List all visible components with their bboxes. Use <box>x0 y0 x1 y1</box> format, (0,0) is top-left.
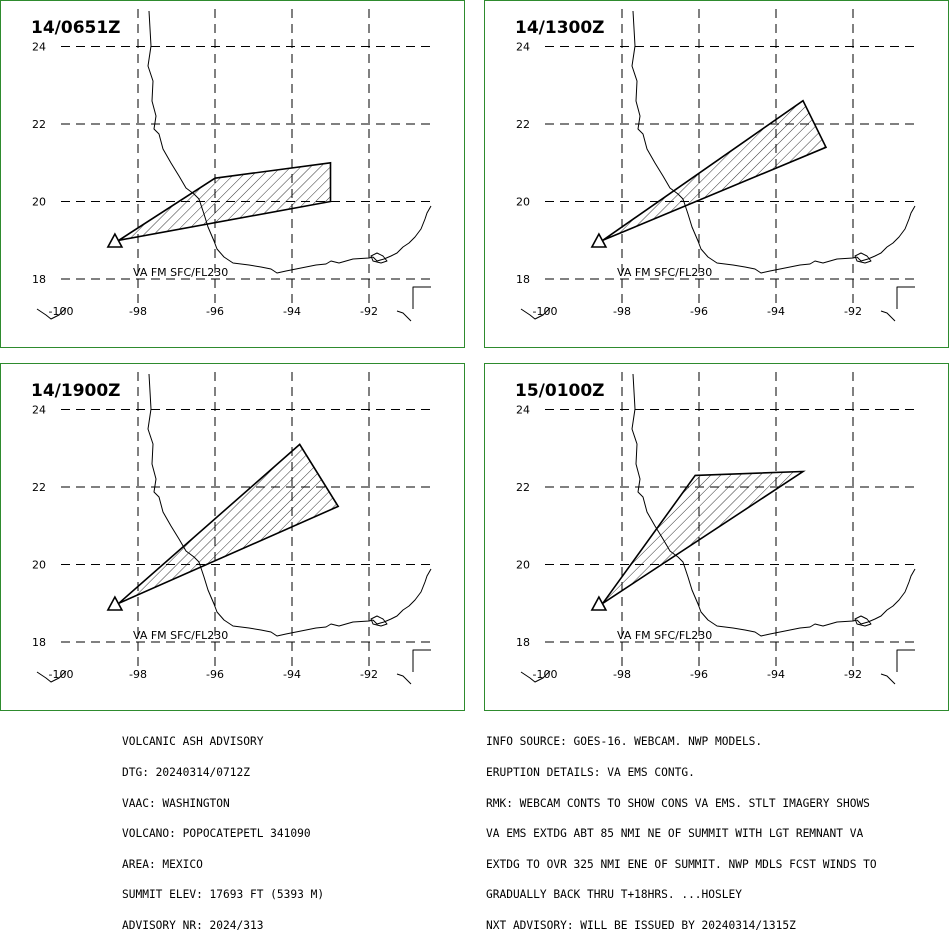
lon-tick-label: -96 <box>206 305 224 318</box>
lon-tick-label: -94 <box>767 668 785 681</box>
lat-tick-label: 20 <box>516 559 530 572</box>
map-frame-corner <box>896 649 915 672</box>
lon-tick-label: -96 <box>690 305 708 318</box>
graticule <box>545 372 917 672</box>
map-frame-corner <box>412 286 431 309</box>
lat-tick-label: 22 <box>32 481 46 494</box>
graticule <box>545 9 917 309</box>
forecast-panel-3: VA FM SFC/FL230 24 22 20 18 -100 -98 -96 -94 -92 … <box>0 363 465 711</box>
flight-level-label: VA FM SFC/FL230 <box>133 629 228 642</box>
advisory-remarks-4: GRADUALLY BACK THRU T+18HRS. ...HOSLEY <box>486 888 742 902</box>
map-1: VA FM SFC/FL230 24 22 20 18 -100 -98 -96 -94 -92 <box>32 9 433 322</box>
ash-cloud-polygon <box>118 161 332 242</box>
advisory-area: AREA: MEXICO <box>122 857 203 871</box>
lon-tick-label: -100 <box>49 305 74 318</box>
lat-tick-label: 24 <box>32 41 46 54</box>
lon-tick-label: -92 <box>360 668 378 681</box>
lat-tick-label: 20 <box>32 196 46 209</box>
flight-level-label: VA FM SFC/FL230 <box>133 266 228 279</box>
lat-tick-label: 18 <box>516 636 530 649</box>
ash-cloud-polygon <box>118 443 340 605</box>
forecast-panel-4: VA FM SFC/FL230 24 22 20 18 -100 -98 -96 -94 -92 … <box>484 363 949 711</box>
advisory-summit-elev: SUMMIT ELEV: 17693 FT (5393 M) <box>122 888 325 902</box>
lon-tick-label: -100 <box>533 668 558 681</box>
advisory-next: NXT ADVISORY: WILL BE ISSUED BY 20240314… <box>486 918 796 932</box>
lat-tick-label: 20 <box>516 196 530 209</box>
lat-tick-label: 22 <box>32 118 46 131</box>
advisory-vaac: VAAC: WASHINGTON <box>122 796 230 810</box>
lon-tick-label: -92 <box>844 305 862 318</box>
coastline <box>520 10 916 322</box>
lon-tick-label: -98 <box>129 668 147 681</box>
volcano-icon <box>106 232 124 248</box>
forecast-panel-2: VA FM SFC/FL230 24 22 20 18 -100 -98 -96 -94 -92 … <box>484 0 949 348</box>
volcano-icon <box>590 232 608 248</box>
flight-level-label: VA FM SFC/FL230 <box>617 266 712 279</box>
panel-time-label: 15/0100Z <box>515 381 605 401</box>
panel-time-label: 14/1900Z <box>31 381 121 401</box>
ash-cloud-polygon <box>602 470 806 604</box>
coastline <box>520 373 916 685</box>
map-3: VA FM SFC/FL230 24 22 20 18 -100 -98 -96 -94 -92 <box>32 372 433 685</box>
advisory-dtg: DTG: 20240314/0712Z <box>122 766 250 779</box>
coastline <box>36 10 432 322</box>
lon-tick-label: -92 <box>360 305 378 318</box>
advisory-info-source: INFO SOURCE: GOES-16. WEBCAM. NWP MODELS… <box>486 735 763 749</box>
lat-tick-label: 18 <box>516 273 530 286</box>
volcano-icon <box>590 595 608 611</box>
lat-tick-label: 24 <box>516 41 530 54</box>
lon-tick-label: -98 <box>613 668 631 681</box>
lon-tick-label: -94 <box>283 668 301 681</box>
lon-tick-label: -100 <box>533 305 558 318</box>
advisory-eruption-details: ERUPTION DETAILS: VA EMS CONTG. <box>486 766 695 779</box>
lat-tick-label: 24 <box>516 404 530 417</box>
lat-tick-label: 18 <box>32 273 46 286</box>
flight-level-label: VA FM SFC/FL230 <box>617 629 712 642</box>
advisory-remarks-2: VA EMS EXTDG ABT 85 NMI NE OF SUMMIT WIT… <box>486 827 864 841</box>
lon-tick-label: -96 <box>206 668 224 681</box>
lon-tick-label: -94 <box>767 305 785 318</box>
map-4: VA FM SFC/FL230 24 22 20 18 -100 -98 -96 -94 -92 <box>516 372 917 685</box>
panel-time-label: 14/0651Z <box>31 18 121 38</box>
ash-cloud-polygon <box>602 99 828 242</box>
panel-time-label: 14/1300Z <box>515 18 605 38</box>
advisory-volcano: VOLCANO: POPOCATEPETL 341090 <box>122 827 311 841</box>
lat-tick-label: 24 <box>32 404 46 417</box>
advisory-title: VOLCANIC ASH ADVISORY <box>122 735 264 749</box>
lat-tick-label: 18 <box>32 636 46 649</box>
graticule <box>61 9 433 309</box>
map-2: VA FM SFC/FL230 24 22 20 18 -100 -98 -96 -94 -92 <box>516 9 917 322</box>
advisory-header-block: VOLCANIC ASH ADVISORY DTG: 20240314/0712… <box>122 717 324 941</box>
forecast-panel-1: VA FM SFC/FL230 24 22 20 18 -100 -98 -96 -94 -92 … <box>0 0 465 348</box>
map-frame-corner <box>412 649 431 672</box>
map-frame-corner <box>896 286 915 309</box>
advisory-details-block: INFO SOURCE: GOES-16. WEBCAM. NWP MODELS… <box>486 717 877 941</box>
lon-tick-label: -96 <box>690 668 708 681</box>
lon-tick-label: -100 <box>49 668 74 681</box>
advisory-remarks-3: EXTDG TO OVR 325 NMI ENE OF SUMMIT. NWP … <box>486 857 877 871</box>
volcano-icon <box>106 595 124 611</box>
lon-tick-label: -98 <box>613 305 631 318</box>
lat-tick-label: 22 <box>516 481 530 494</box>
lon-tick-label: -98 <box>129 305 147 318</box>
advisory-remarks-1: RMK: WEBCAM CONTS TO SHOW CONS VA EMS. S… <box>486 796 870 810</box>
advisory-number: ADVISORY NR: 2024/313 <box>122 918 264 932</box>
lat-tick-label: 22 <box>516 118 530 131</box>
coastline <box>36 373 432 685</box>
lon-tick-label: -94 <box>283 305 301 318</box>
lon-tick-label: -92 <box>844 668 862 681</box>
lat-tick-label: 20 <box>32 559 46 572</box>
